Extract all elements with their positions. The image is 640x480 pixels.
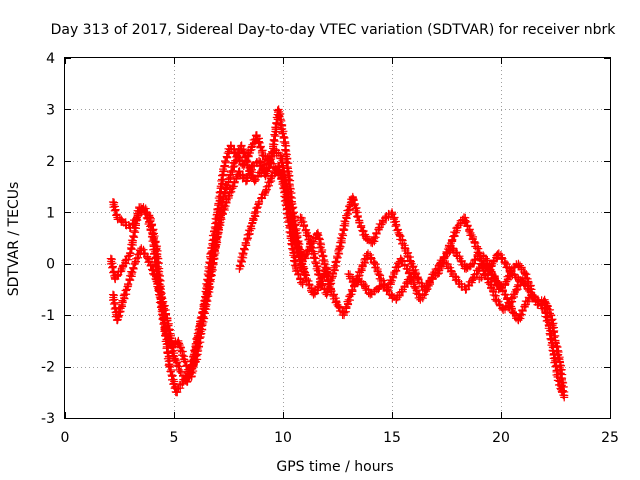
data-point-trail — [327, 286, 341, 307]
data-point-trail — [261, 153, 276, 180]
x-tick-label: 10 — [274, 430, 292, 446]
y-tick-label: 1 — [46, 205, 55, 221]
data-point-trail — [371, 260, 385, 283]
data-point-trail — [466, 230, 482, 251]
data-point-trail — [358, 251, 371, 271]
data-point-trail — [237, 141, 252, 170]
data-point-trail — [302, 231, 318, 256]
data-point-trail — [555, 358, 569, 400]
plot-frame — [64, 57, 611, 419]
data-point-trail — [118, 282, 133, 307]
data-point-trail — [328, 245, 344, 278]
data-point-trail — [340, 292, 354, 317]
data-point-trail — [384, 272, 398, 292]
data-point-trail — [443, 260, 456, 276]
y-tick-label: 2 — [46, 154, 55, 170]
data-point-trail — [241, 219, 257, 247]
data-point-trail — [224, 158, 239, 184]
data-point-trail — [291, 266, 307, 287]
data-point-trail — [262, 173, 276, 195]
data-point-trail — [355, 218, 370, 241]
data-point-trail — [401, 244, 415, 266]
data-point-trail — [209, 221, 225, 261]
data-point-trail — [235, 240, 251, 271]
data-point-trail — [416, 286, 430, 303]
data-point-trail — [137, 245, 152, 262]
data-point — [309, 290, 318, 299]
y-tick-label: 3 — [46, 102, 55, 118]
data-point-trail — [462, 260, 475, 272]
data-point-trail — [249, 199, 263, 225]
data-points — [106, 105, 569, 402]
y-axis-label: SDTVAR / TECUs — [6, 182, 22, 297]
data-point-trail — [547, 311, 560, 345]
data-point-trail — [274, 107, 290, 148]
data-point-trail — [118, 251, 134, 272]
y-tick-label: 0 — [46, 257, 55, 273]
chart-title: Day 313 of 2017, Sidereal Day-to-day VTE… — [51, 22, 617, 38]
y-tick-label: 4 — [46, 51, 55, 67]
data-point-trail — [350, 266, 366, 288]
data-point-trail — [112, 302, 127, 324]
y-tick-label: -3 — [41, 411, 55, 427]
data-point-trail — [366, 286, 379, 299]
x-tick-label: 5 — [170, 430, 179, 446]
data-point-trail — [216, 198, 231, 227]
data-point-trail — [335, 214, 351, 251]
y-tick-label: -2 — [41, 360, 55, 376]
data-point-trail — [368, 225, 383, 246]
data-point — [300, 270, 309, 278]
data-point-trail — [150, 271, 166, 297]
x-axis-label: GPS time / hours — [276, 459, 393, 475]
series-e — [296, 192, 527, 314]
data-point-trail — [310, 282, 323, 298]
data-point-trail — [388, 209, 402, 235]
data-point-trail — [521, 281, 535, 297]
series-g — [442, 259, 567, 397]
data-point-trail — [146, 214, 162, 251]
data-point-trail — [163, 316, 179, 360]
data-point-trail — [139, 204, 154, 221]
data-point-trail — [551, 338, 564, 364]
data-point-trail — [508, 270, 522, 282]
data-point-trail — [144, 255, 158, 278]
data-point — [560, 393, 569, 402]
data-point-trail — [501, 290, 516, 313]
data-point-trail — [297, 214, 311, 235]
grid-lines — [65, 58, 610, 418]
data-point-trail — [541, 297, 555, 318]
x-tick-label: 15 — [383, 430, 401, 446]
data-point-trail — [280, 183, 296, 227]
data-point-trail — [313, 230, 329, 266]
data-point-trail — [487, 281, 500, 304]
data-point-trail — [222, 184, 237, 204]
data-point-trail — [469, 266, 483, 282]
x-tick-label: 0 — [61, 430, 70, 446]
data-point-trail — [488, 270, 502, 287]
data-point-trail — [203, 254, 218, 298]
data-point-trail — [294, 244, 308, 261]
data-point-trail — [403, 265, 418, 287]
data-point-trail — [170, 354, 184, 375]
data-point-trail — [514, 302, 529, 323]
data-point-trail — [423, 270, 437, 293]
data-point-trail — [252, 132, 267, 160]
series-h — [475, 249, 569, 402]
data-point-trail — [123, 260, 139, 288]
data-point-trail — [502, 260, 515, 278]
data-point-trail — [196, 292, 211, 328]
x-tick-label: 25 — [601, 430, 619, 446]
y-tick-label: -1 — [41, 308, 55, 324]
data-point-trail — [430, 261, 443, 277]
x-tick-label: 20 — [492, 430, 510, 446]
